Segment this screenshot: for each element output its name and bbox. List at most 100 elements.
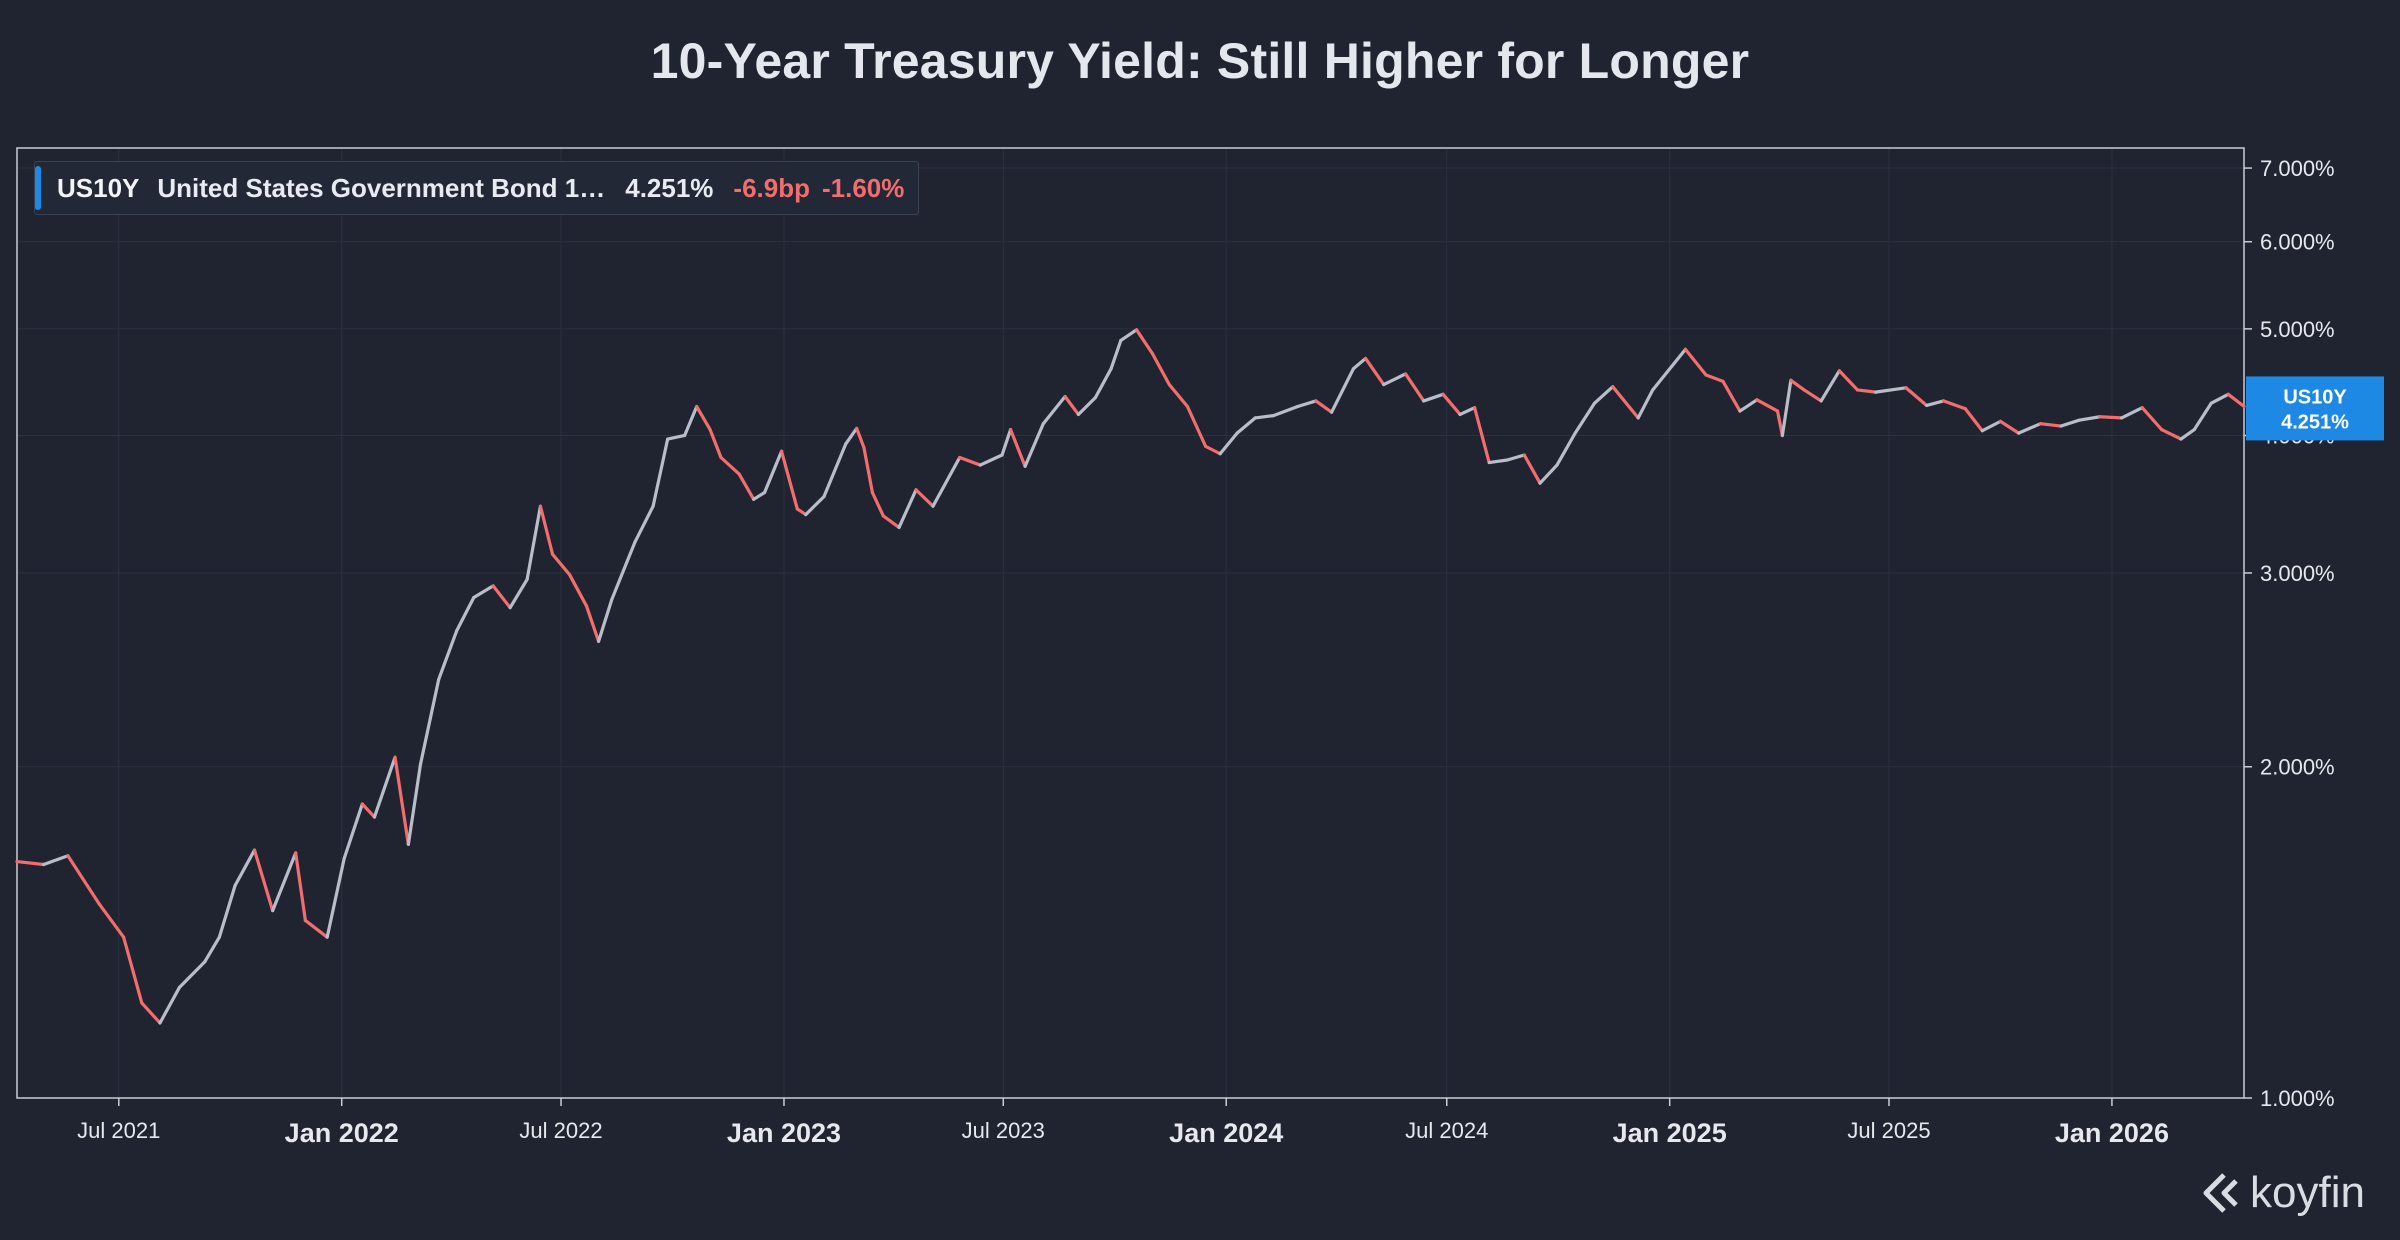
price-segment: [2077, 415, 2102, 422]
price-segment: [2160, 427, 2183, 441]
price-segment: [360, 802, 377, 819]
x-tick-label: Jul 2022: [519, 1118, 602, 1143]
price-segment: [855, 426, 866, 450]
price-segment: [1330, 367, 1356, 414]
price-segment: [1538, 463, 1559, 485]
price-segment: [1819, 369, 1841, 403]
series-legend[interactable]: US10Y United States Government Bond 1… 4…: [34, 161, 920, 215]
price-segment: [978, 453, 1004, 467]
last-price-ticker: US10Y: [2283, 386, 2347, 408]
x-tick-label: Jan 2024: [1169, 1118, 1283, 1148]
price-segment: [1109, 338, 1123, 371]
price-segment: [2120, 406, 2144, 420]
price-segment: [584, 604, 601, 643]
price-segment: [2098, 415, 2124, 420]
y-tick-label: 2.000%: [2260, 755, 2335, 780]
price-segment: [633, 504, 655, 544]
price-segment: [1422, 392, 1445, 403]
x-tick-label: Jul 2024: [1405, 1118, 1488, 1143]
price-segment: [66, 854, 101, 906]
price-segment: [1382, 372, 1408, 387]
price-segment: [1235, 416, 1257, 435]
x-tick-label: Jan 2023: [727, 1118, 841, 1148]
price-segment: [1076, 396, 1097, 417]
price-segment: [1218, 431, 1239, 456]
price-segment: [1271, 404, 1300, 418]
price-segment: [695, 404, 712, 432]
price-segment: [1904, 386, 1929, 407]
price-segment: [1473, 406, 1491, 465]
price-segment: [2017, 422, 2043, 435]
x-tick-label: Jul 2021: [77, 1118, 160, 1143]
price-segment: [1789, 378, 1806, 392]
price-segment: [931, 455, 962, 508]
price-segment: [1704, 373, 1725, 383]
price-segment: [1093, 367, 1113, 400]
price-segment: [870, 490, 885, 518]
koyfin-logo: koyfin: [2200, 1168, 2365, 1218]
price-segment: [158, 985, 181, 1025]
price-segment: [42, 854, 70, 867]
price-segment: [795, 507, 808, 517]
price-segment: [666, 433, 687, 441]
price-segment: [1063, 394, 1080, 417]
price-segment: [15, 859, 46, 867]
price-segment: [822, 442, 848, 499]
x-tick-label: Jan 2022: [285, 1118, 399, 1148]
price-segment: [1167, 382, 1190, 409]
y-tick-label: 5.000%: [2260, 317, 2335, 342]
price-segment: [1403, 372, 1426, 403]
price-segment: [762, 449, 784, 495]
price-segment: [1351, 356, 1368, 371]
price-segment: [252, 848, 275, 913]
price-segment: [2209, 392, 2230, 405]
price-segment: [1998, 419, 2021, 435]
price-segment: [1802, 388, 1823, 403]
price-segment: [1611, 385, 1640, 420]
price-segment: [844, 426, 859, 446]
price-segment: [596, 597, 614, 643]
last-price-badge: [2246, 376, 2384, 441]
y-tick-label: 6.000%: [2260, 230, 2335, 255]
price-segment: [455, 595, 476, 633]
price-segment: [1522, 453, 1542, 485]
price-segment: [1119, 328, 1139, 343]
price-segment: [1041, 394, 1067, 426]
price-segment: [1458, 406, 1477, 417]
price-segment: [342, 802, 364, 861]
price-segment: [1592, 385, 1615, 405]
price-segment: [1000, 427, 1013, 457]
price-segment: [294, 851, 307, 923]
legend-change-pct: -1.60%: [822, 172, 905, 203]
price-segment: [550, 552, 572, 577]
price-segment: [1941, 399, 1967, 411]
price-segment: [1363, 356, 1386, 387]
price-segment: [2140, 406, 2164, 432]
price-segment: [491, 584, 512, 610]
price-segment: [862, 445, 875, 495]
price-segment: [1980, 419, 2003, 433]
price-segment: [708, 427, 723, 460]
price-segment: [881, 514, 901, 530]
price-segment: [217, 883, 237, 939]
price-segment: [538, 504, 555, 556]
price-segment: [958, 455, 982, 467]
price-segment: [2059, 418, 2081, 428]
price-segment: [203, 935, 221, 964]
x-tick-label: Jan 2026: [2055, 1118, 2169, 1148]
price-segment: [177, 960, 207, 990]
price-segment: [2192, 401, 2213, 432]
price-segment: [651, 437, 670, 508]
price-segment: [1874, 386, 1908, 394]
y-tick-label: 3.000%: [2260, 561, 2335, 586]
price-segment: [1253, 414, 1276, 420]
y-tick-label: 7.000%: [2260, 156, 2335, 181]
x-tick-label: Jul 2023: [962, 1118, 1045, 1143]
price-segment: [1505, 453, 1526, 462]
plot-frame: [16, 147, 2245, 1099]
price-segment: [737, 472, 756, 501]
price-segment: [1755, 398, 1780, 413]
price-segment: [1204, 444, 1222, 456]
price-segment: [97, 902, 126, 939]
